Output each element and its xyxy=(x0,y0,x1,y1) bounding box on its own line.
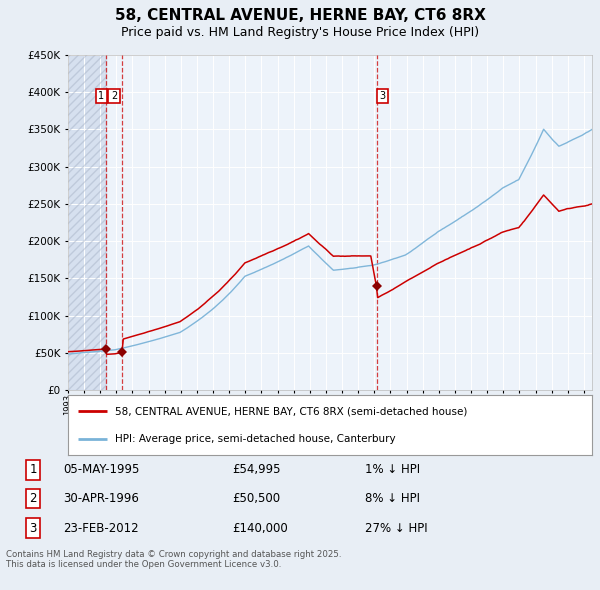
Text: 1: 1 xyxy=(98,91,104,101)
Text: 30-APR-1996: 30-APR-1996 xyxy=(64,492,139,505)
Text: 23-FEB-2012: 23-FEB-2012 xyxy=(64,522,139,535)
Text: 1: 1 xyxy=(29,463,37,476)
Text: 27% ↓ HPI: 27% ↓ HPI xyxy=(365,522,427,535)
Text: £54,995: £54,995 xyxy=(233,463,281,476)
Text: 3: 3 xyxy=(29,522,37,535)
Text: 05-MAY-1995: 05-MAY-1995 xyxy=(64,463,140,476)
Bar xyxy=(68,55,106,390)
Text: 8% ↓ HPI: 8% ↓ HPI xyxy=(365,492,419,505)
Text: 3: 3 xyxy=(379,91,385,101)
Text: 2: 2 xyxy=(29,492,37,505)
Text: Contains HM Land Registry data © Crown copyright and database right 2025.
This d: Contains HM Land Registry data © Crown c… xyxy=(6,550,341,569)
Text: 2: 2 xyxy=(111,91,117,101)
Text: £50,500: £50,500 xyxy=(233,492,281,505)
Text: 58, CENTRAL AVENUE, HERNE BAY, CT6 8RX (semi-detached house): 58, CENTRAL AVENUE, HERNE BAY, CT6 8RX (… xyxy=(115,406,467,416)
Text: £140,000: £140,000 xyxy=(233,522,289,535)
Text: 58, CENTRAL AVENUE, HERNE BAY, CT6 8RX: 58, CENTRAL AVENUE, HERNE BAY, CT6 8RX xyxy=(115,8,485,23)
Text: HPI: Average price, semi-detached house, Canterbury: HPI: Average price, semi-detached house,… xyxy=(115,434,396,444)
Text: Price paid vs. HM Land Registry's House Price Index (HPI): Price paid vs. HM Land Registry's House … xyxy=(121,26,479,39)
Bar xyxy=(68,55,106,390)
Text: 1% ↓ HPI: 1% ↓ HPI xyxy=(365,463,419,476)
